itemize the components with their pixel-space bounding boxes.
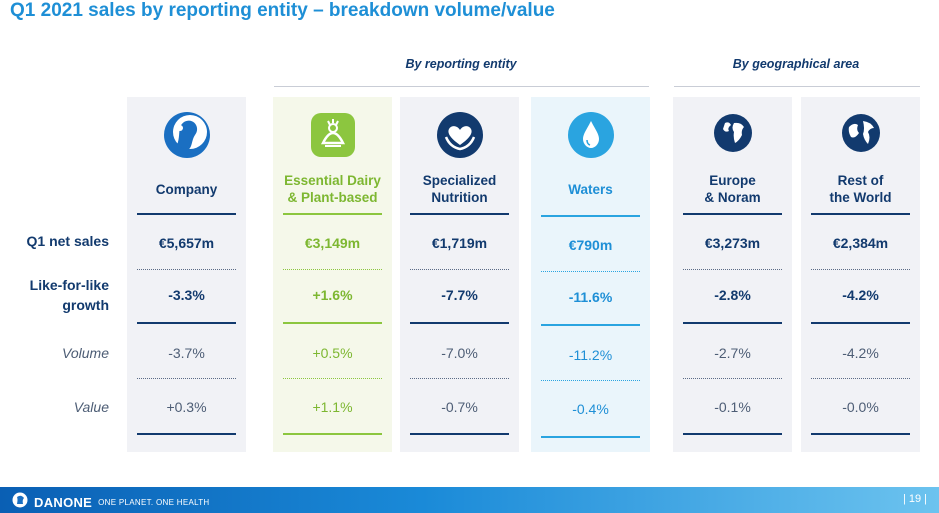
group-label-geo: By geographical area bbox=[732, 57, 860, 71]
column-essential-dairy: Essential Dairy & Plant-based €3,149m +1.… bbox=[273, 97, 392, 452]
net-sales-value: €790m bbox=[568, 237, 613, 253]
divider bbox=[137, 433, 236, 435]
volume-value: -3.7% bbox=[168, 345, 205, 361]
dotted-divider bbox=[683, 378, 782, 379]
row-label-lfl-line1: Like-for-like bbox=[29, 277, 109, 293]
column-title: Waters bbox=[531, 167, 650, 211]
dotted-divider bbox=[410, 269, 509, 270]
column-waters: Waters €790m -11.6% -11.2% -0.4% bbox=[531, 97, 650, 452]
divider bbox=[541, 215, 640, 217]
lfl-growth-value: -2.8% bbox=[714, 287, 751, 303]
value-value: -0.4% bbox=[572, 401, 609, 417]
dotted-divider bbox=[137, 378, 236, 379]
column-company: Company €5,657m -3.3% -3.7% +0.3% bbox=[127, 97, 246, 452]
net-sales-value: €3,149m bbox=[304, 235, 361, 251]
column-title-line1: Waters bbox=[568, 181, 613, 197]
column-title-line2: & Noram bbox=[704, 190, 761, 205]
brand-name: DANONE bbox=[34, 495, 93, 510]
group-divider-entity bbox=[274, 86, 649, 87]
column-title-line2: Nutrition bbox=[431, 190, 488, 205]
footer-bar: DANONE ONE PLANET. ONE HEALTH | 19 | bbox=[0, 487, 939, 513]
value-value: -0.0% bbox=[842, 399, 879, 415]
volume-value: -4.2% bbox=[842, 345, 879, 361]
dotted-divider bbox=[683, 269, 782, 270]
column-title: Company bbox=[127, 167, 246, 211]
lfl-growth-value: -7.7% bbox=[441, 287, 478, 303]
row-label-lfl-growth: Like-for-like growth bbox=[30, 275, 109, 315]
slide-title: Q1 2021 sales by reporting entity – brea… bbox=[10, 0, 555, 21]
row-label-net-sales: Q1 net sales bbox=[26, 233, 110, 249]
net-sales-value: €3,273m bbox=[704, 235, 761, 251]
column-rest-of-world: Rest of the World €2,384m -4.2% -4.2% -0.… bbox=[801, 97, 920, 452]
row-label-value: Value bbox=[73, 399, 109, 415]
world-globe-icon bbox=[841, 113, 881, 153]
net-sales-value: €5,657m bbox=[158, 235, 215, 251]
column-title-line1: Company bbox=[155, 181, 218, 197]
divider bbox=[283, 433, 382, 435]
brand: DANONE ONE PLANET. ONE HEALTH bbox=[12, 492, 210, 513]
divider bbox=[811, 213, 910, 215]
divider bbox=[683, 433, 782, 435]
divider bbox=[137, 213, 236, 215]
divider bbox=[811, 322, 910, 324]
divider bbox=[283, 213, 382, 215]
company-logo-icon bbox=[163, 111, 211, 159]
divider bbox=[541, 436, 640, 438]
row-label-volume: Volume bbox=[62, 345, 109, 361]
danone-logo-icon bbox=[12, 492, 28, 513]
group-divider-geo bbox=[674, 86, 920, 87]
dotted-divider bbox=[811, 269, 910, 270]
column-title-line2: & Plant-based bbox=[287, 190, 378, 205]
column-title: Essential Dairy & Plant-based bbox=[273, 167, 392, 211]
divider bbox=[410, 433, 509, 435]
column-title-line1: Europe bbox=[709, 173, 756, 188]
dotted-divider bbox=[410, 378, 509, 379]
net-sales-value: €2,384m bbox=[832, 235, 889, 251]
divider bbox=[541, 324, 640, 326]
divider bbox=[683, 213, 782, 215]
volume-value: -2.7% bbox=[714, 345, 751, 361]
volume-value: -7.0% bbox=[441, 345, 478, 361]
value-value: -0.1% bbox=[714, 399, 751, 415]
dotted-divider bbox=[283, 269, 382, 270]
divider bbox=[811, 433, 910, 435]
volume-value: +0.5% bbox=[312, 345, 353, 361]
dairy-plant-icon bbox=[309, 111, 357, 159]
lfl-growth-value: -4.2% bbox=[842, 287, 879, 303]
lfl-growth-value: -11.6% bbox=[568, 289, 613, 305]
water-drop-icon bbox=[567, 111, 615, 159]
column-title: Specialized Nutrition bbox=[400, 167, 519, 211]
net-sales-value: €1,719m bbox=[431, 235, 488, 251]
lfl-growth-value: +1.6% bbox=[312, 287, 353, 303]
volume-value: -11.2% bbox=[568, 347, 613, 363]
europe-globe-icon bbox=[713, 113, 753, 153]
divider bbox=[410, 322, 509, 324]
dotted-divider bbox=[811, 378, 910, 379]
divider bbox=[137, 322, 236, 324]
dotted-divider bbox=[283, 378, 382, 379]
dotted-divider bbox=[541, 380, 640, 381]
dotted-divider bbox=[541, 271, 640, 272]
value-value: +1.1% bbox=[312, 399, 353, 415]
column-europe-noram: Europe & Noram €3,273m -2.8% -2.7% -0.1% bbox=[673, 97, 792, 452]
column-specialized-nutrition: Specialized Nutrition €1,719m -7.7% -7.0%… bbox=[400, 97, 519, 452]
column-title: Europe & Noram bbox=[673, 167, 792, 211]
column-title-line1: Essential Dairy bbox=[284, 173, 381, 188]
divider bbox=[683, 322, 782, 324]
row-label-lfl-line2: growth bbox=[62, 297, 109, 313]
heart-hands-icon bbox=[436, 111, 484, 159]
page-number: | 19 | bbox=[902, 493, 927, 505]
value-value: +0.3% bbox=[166, 399, 207, 415]
column-title-line1: Specialized bbox=[422, 173, 497, 188]
dotted-divider bbox=[137, 269, 236, 270]
lfl-growth-value: -3.3% bbox=[168, 287, 205, 303]
column-title-line1: Rest of bbox=[837, 173, 884, 188]
value-value: -0.7% bbox=[441, 399, 478, 415]
divider bbox=[283, 322, 382, 324]
brand-tagline: ONE PLANET. ONE HEALTH bbox=[98, 498, 210, 507]
column-title: Rest of the World bbox=[801, 167, 920, 211]
divider bbox=[410, 213, 509, 215]
group-label-entity: By reporting entity bbox=[405, 57, 517, 71]
column-title-line2: the World bbox=[829, 190, 892, 205]
